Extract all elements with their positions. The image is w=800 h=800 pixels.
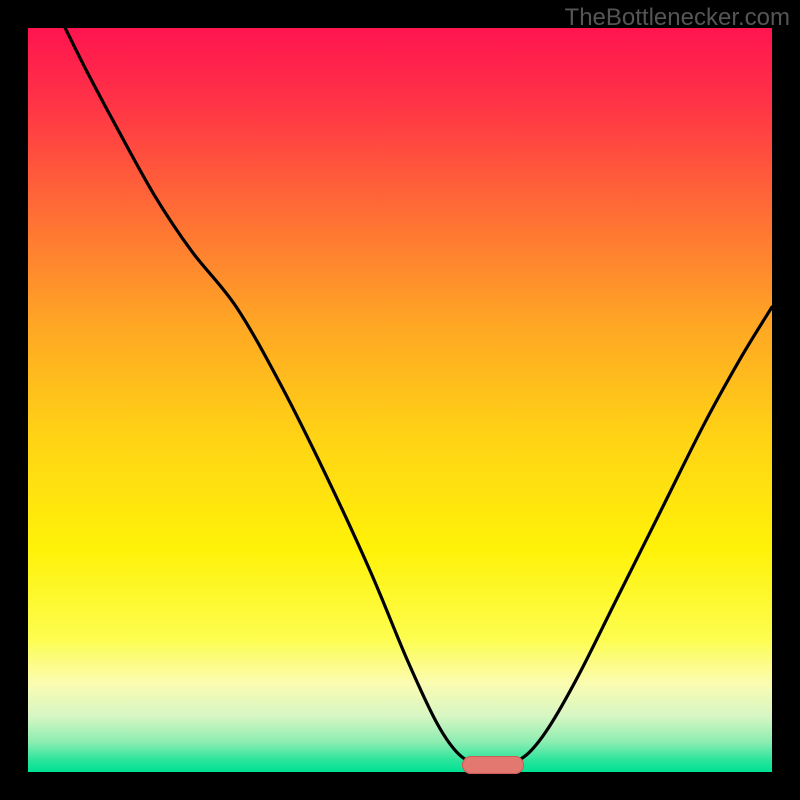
plot-area	[28, 28, 772, 772]
curve-layer	[28, 28, 772, 772]
watermark-text: TheBottlenecker.com	[565, 4, 790, 32]
stage: TheBottlenecker.com	[0, 0, 800, 800]
bottleneck-curve	[65, 28, 772, 767]
optimum-marker	[462, 756, 524, 774]
